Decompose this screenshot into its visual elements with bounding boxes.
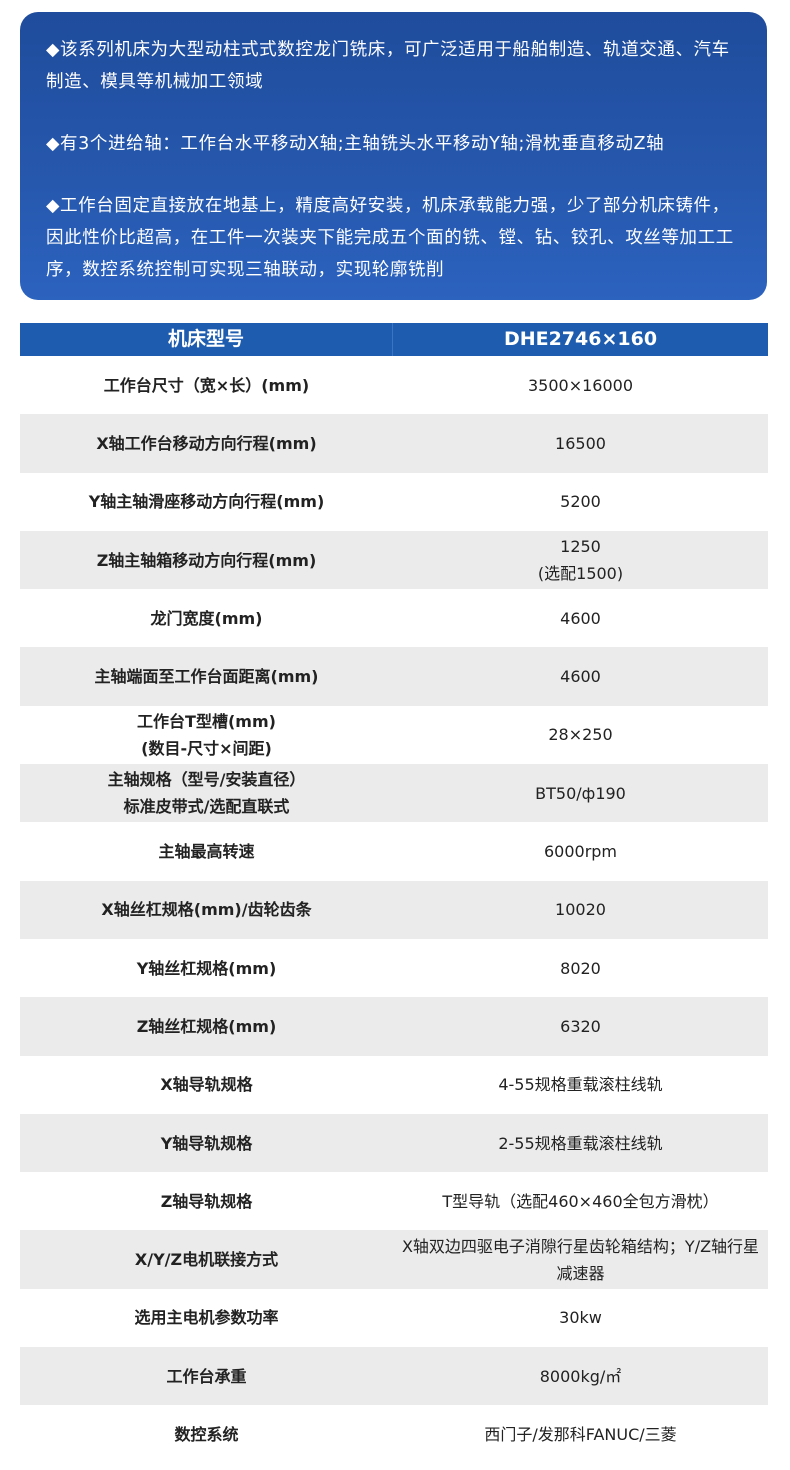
spec-label: X轴工作台移动方向行程(mm) xyxy=(96,433,317,453)
spec-label: 主轴端面至工作台面距离(mm) xyxy=(94,667,319,687)
table-row: 工作台承重 8000kg/㎡ xyxy=(20,1347,768,1406)
spec-value: 16500 xyxy=(555,433,606,453)
table-row: Y轴主轴滑座移动方向行程(mm) 5200 xyxy=(20,473,768,531)
spec-label: X轴导轨规格 xyxy=(160,1075,253,1095)
table-row: 选用主电机参数功率 30kw xyxy=(20,1289,768,1347)
spec-value: 10020 xyxy=(555,900,606,920)
table-row: Y轴丝杠规格(mm) 8020 xyxy=(20,939,768,997)
table-row: 数控系统 西门子/发那科FANUC/三菱 xyxy=(20,1405,768,1463)
table-header: 机床型号 DHE2746×160 xyxy=(20,323,768,356)
spec-label: Z轴主轴箱移动方向行程(mm) xyxy=(96,550,317,570)
spec-value: 6320 xyxy=(560,1016,601,1036)
spec-value: 西门子/发那科FANUC/三菱 xyxy=(484,1424,677,1444)
table-row: Z轴主轴箱移动方向行程(mm) 1250 (选配1500) xyxy=(20,530,768,590)
spec-label: 主轴规格（型号/安装直径） 标准皮带式/选配直联式 xyxy=(107,770,306,817)
spec-table: 机床型号 DHE2746×160 工作台尺寸（宽×长）(mm) 3500×16000 X… xyxy=(20,323,768,1464)
header-cell: 机床型号 xyxy=(20,323,393,356)
spec-label: X/Y/Z电机联接方式 xyxy=(134,1250,279,1270)
table-row: X轴导轨规格 4-55规格重载滚柱线轨 xyxy=(20,1056,768,1114)
spec-value: BT50/ф190 xyxy=(535,783,626,803)
spec-value: 8020 xyxy=(560,958,601,978)
table-row: Z轴导轨规格 T型导轨（选配460×460全包方滑枕） xyxy=(20,1172,768,1230)
table-row: Z轴丝杠规格(mm) 6320 xyxy=(20,997,768,1056)
spec-label: Z轴丝杠规格(mm) xyxy=(136,1016,277,1036)
spec-value: 5200 xyxy=(560,492,601,512)
spec-value: 2-55规格重载滚柱线轨 xyxy=(498,1133,663,1153)
table-row: 主轴规格（型号/安装直径） 标准皮带式/选配直联式 BT50/ф190 xyxy=(20,764,768,823)
spec-label: 选用主电机参数功率 xyxy=(134,1308,279,1328)
spec-label: 数控系统 xyxy=(174,1424,239,1444)
intro-paragraph: ◆工作台固定直接放在地基上，精度高好安装，机床承载能力强，少了部分机床铸件，因此… xyxy=(46,196,734,280)
spec-value: 8000kg/㎡ xyxy=(539,1366,622,1386)
spec-label: Y轴导轨规格 xyxy=(160,1133,253,1153)
spec-value: 28×250 xyxy=(548,725,613,745)
spec-label: X轴丝杠规格(mm)/齿轮齿条 xyxy=(101,900,312,920)
header-cell: DHE2746×160 xyxy=(503,328,658,350)
intro-paragraph: ◆有3个进给轴：工作台水平移动X轴;主轴铣头水平移动Y轴;滑枕垂直移动Z轴 xyxy=(46,134,665,154)
table-row: Y轴导轨规格 2-55规格重载滚柱线轨 xyxy=(20,1113,768,1173)
table-row: X轴丝杠规格(mm)/齿轮齿条 10020 xyxy=(20,880,768,939)
spec-value: 4600 xyxy=(560,608,601,628)
intro-paragraph: ◆该系列机床为大型动柱式式数控龙门铣床，可广泛适用于船舶制造、轨道交通、汽车制造… xyxy=(46,40,730,92)
spec-label: 工作台T型槽(mm) (数目-尺寸×间距) xyxy=(137,711,276,758)
table-row: 主轴最高转速 6000rpm xyxy=(20,822,768,880)
spec-label: 龙门宽度(mm) xyxy=(150,608,263,628)
spec-value: 6000rpm xyxy=(543,842,618,862)
intro-panel: ◆该系列机床为大型动柱式式数控龙门铣床，可广泛适用于船舶制造、轨道交通、汽车制造… xyxy=(20,12,767,300)
spec-value: 1250 (选配1500) xyxy=(537,537,624,584)
spec-label: Y轴丝杠规格(mm) xyxy=(136,958,277,978)
spec-label: Y轴主轴滑座移动方向行程(mm) xyxy=(88,492,325,512)
spec-value: 4600 xyxy=(560,667,601,687)
table-row: 主轴端面至工作台面距离(mm) 4600 xyxy=(20,647,768,706)
table-row: 工作台尺寸（宽×长）(mm) 3500×16000 xyxy=(20,356,768,414)
spec-value: T型导轨（选配460×460全包方滑枕） xyxy=(442,1191,719,1211)
table-row: X/Y/Z电机联接方式 X轴双边四驱电子消隙行星齿轮箱结构；Y/Z轴行星减速器 xyxy=(20,1230,768,1289)
spec-value: 4-55规格重载滚柱线轨 xyxy=(498,1075,663,1095)
spec-label: Z轴导轨规格 xyxy=(160,1191,253,1211)
table-row: 龙门宽度(mm) 4600 xyxy=(20,589,768,647)
spec-value: X轴双边四驱电子消隙行星齿轮箱结构；Y/Z轴行星减速器 xyxy=(401,1236,760,1283)
spec-value: 30kw xyxy=(559,1308,602,1328)
spec-value: 3500×16000 xyxy=(527,375,634,395)
table-row: 工作台T型槽(mm) (数目-尺寸×间距) 28×250 xyxy=(20,706,768,764)
spec-label: 工作台尺寸（宽×长）(mm) xyxy=(103,375,310,395)
table-row: X轴工作台移动方向行程(mm) 16500 xyxy=(20,414,768,473)
spec-label: 工作台承重 xyxy=(166,1366,247,1386)
spec-label: 主轴最高转速 xyxy=(158,842,255,862)
